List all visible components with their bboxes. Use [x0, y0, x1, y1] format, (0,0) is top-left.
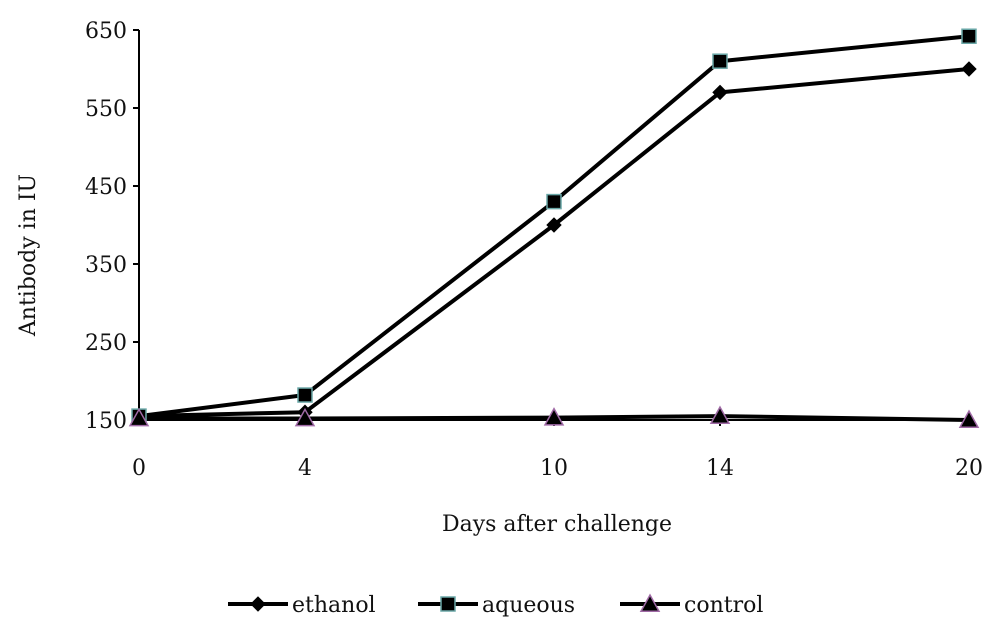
data-point-ethanol: [712, 84, 728, 101]
data-point-control: [958, 409, 980, 428]
data-point-ethanol: [961, 61, 977, 77]
series-line-ethanol: [138, 67, 970, 419]
legend-label-control: control: [684, 593, 763, 618]
y-tick-label: 250: [85, 331, 127, 356]
legend: ethanol aqueous control: [228, 593, 763, 618]
data-point-aqueous: [546, 193, 562, 210]
series-markers: [128, 28, 980, 428]
x-tick-label: 20: [955, 456, 983, 481]
data-point-control: [128, 407, 150, 427]
y-tick-labels: 150 250 350 450 550 650: [85, 19, 139, 434]
legend-marker-aqueous: [440, 596, 456, 612]
data-point-aqueous: [961, 28, 977, 44]
x-tick-label: 10: [540, 456, 568, 481]
y-tick-label: 550: [85, 97, 127, 122]
data-point-control: [543, 407, 565, 426]
y-tick-label: 650: [85, 19, 127, 44]
y-axis-title: Antibody in IU: [16, 174, 41, 337]
x-tick-label: 4: [298, 456, 312, 481]
data-point-control: [294, 407, 316, 427]
data-point-aqueous: [712, 53, 728, 69]
data-point-aqueous: [297, 387, 313, 403]
x-tick-label: 14: [706, 456, 734, 481]
data-point-control: [709, 405, 731, 425]
x-tick-label: 0: [132, 456, 146, 481]
y-tick-label: 150: [85, 409, 127, 434]
x-tick-labels: 0 4 10 14 20: [132, 420, 983, 481]
data-point-ethanol: [546, 217, 562, 233]
legend-marker-control: [639, 593, 661, 612]
legend-marker-ethanol: [250, 596, 266, 612]
x-axis-title: Days after challenge: [442, 512, 672, 537]
y-tick-label: 450: [85, 175, 127, 200]
legend-label-ethanol: ethanol: [292, 593, 376, 618]
y-tick-label: 350: [85, 253, 127, 278]
legend-label-aqueous: aqueous: [482, 593, 575, 618]
